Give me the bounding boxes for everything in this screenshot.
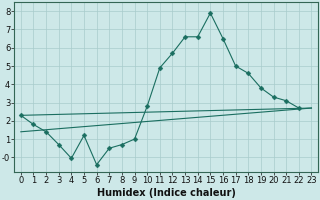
X-axis label: Humidex (Indice chaleur): Humidex (Indice chaleur) <box>97 188 236 198</box>
